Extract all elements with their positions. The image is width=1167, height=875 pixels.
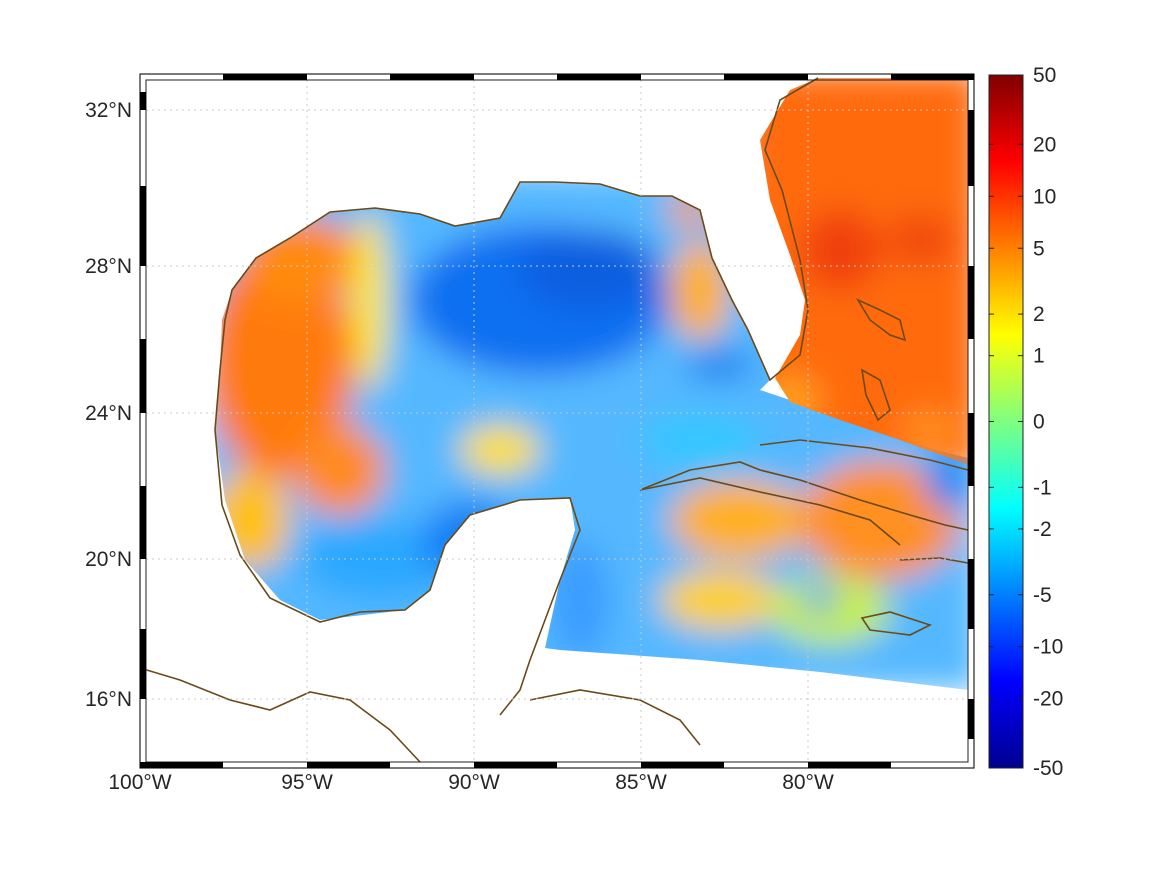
colorbar-label: 10 (1033, 185, 1056, 208)
colorbar-label: 5 (1033, 237, 1045, 260)
map-frame (139, 73, 975, 769)
colorbar-label: -2 (1033, 518, 1052, 541)
coastlines (139, 77, 969, 763)
colorbar-label: -50 (1033, 757, 1063, 780)
colorbar-label: 50 (1033, 64, 1056, 87)
colorbar-gradient (988, 74, 1024, 769)
colorbar-label: 1 (1033, 345, 1045, 368)
lat-tick-label: 24°N (85, 402, 132, 425)
frame-left-segments (140, 92, 146, 699)
lon-tick-label: 100°W (108, 771, 171, 794)
colorbar-label: -1 (1033, 476, 1052, 499)
lon-tick-labels: 100°W 95°W 90°W 85°W 80°W (108, 771, 834, 794)
lat-tick-label: 28°N (85, 255, 132, 278)
colorbar-label: 20 (1033, 133, 1056, 156)
frame-right-segments (968, 110, 974, 739)
lon-tick-label: 85°W (615, 771, 667, 794)
frame-top-segments (223, 74, 974, 80)
colorbar-ticks (989, 74, 1023, 769)
colorbar-label: -5 (1033, 584, 1052, 607)
lon-tick-label: 90°W (448, 771, 500, 794)
colorbar-label: 0 (1033, 411, 1045, 434)
lat-tick-label: 20°N (85, 548, 132, 571)
grid-lines (146, 80, 968, 762)
lat-tick-label: 16°N (85, 688, 132, 711)
colorbar-label: -20 (1033, 688, 1063, 711)
colorbar-label: -10 (1033, 636, 1063, 659)
lat-tick-labels: 32°N 28°N 24°N 20°N 16°N (85, 99, 132, 711)
colorbar-label: 2 (1033, 303, 1045, 326)
lat-tick-label: 32°N (85, 99, 132, 122)
lon-tick-label: 95°W (281, 771, 333, 794)
frame-bottom-segments (140, 762, 891, 768)
lon-tick-label: 80°W (782, 771, 834, 794)
